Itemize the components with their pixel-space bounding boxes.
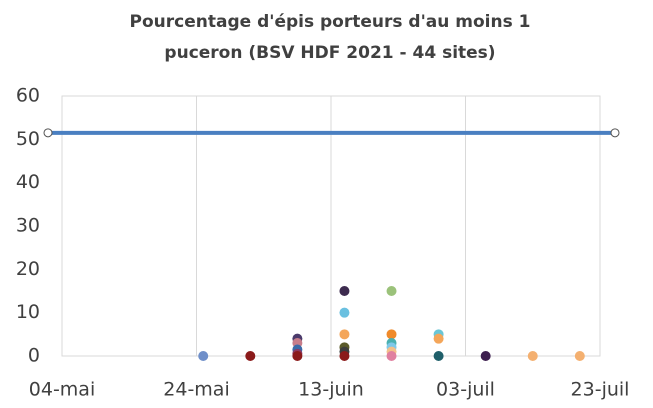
y-tick-label: 40: [16, 171, 40, 193]
y-tick-label: 50: [16, 128, 40, 150]
point: [292, 351, 303, 361]
y-tick-label: 60: [16, 85, 40, 107]
threshold-end: [610, 128, 620, 138]
x-tick-label: 23-juil: [571, 379, 630, 401]
x-tick-label: 03-juil: [436, 379, 495, 401]
point: [198, 351, 209, 361]
point: [574, 351, 585, 361]
x-tick-label: 24-mai: [163, 379, 229, 401]
point: [433, 333, 444, 344]
point: [339, 351, 350, 361]
point: [339, 307, 350, 318]
x-tick-label: 13-juin: [298, 379, 364, 401]
point: [386, 351, 397, 361]
y-tick-label: 0: [28, 345, 40, 367]
point: [339, 286, 350, 296]
point: [527, 351, 538, 361]
y-tick-label: 20: [16, 258, 40, 280]
point: [245, 351, 256, 361]
point: [386, 286, 397, 296]
point: [480, 351, 491, 361]
y-tick-label: 30: [16, 215, 40, 237]
y-tick-label: 10: [16, 301, 40, 323]
chart-title: puceron (BSV HDF 2021 - 44 sites): [164, 43, 495, 63]
point: [433, 351, 444, 361]
threshold-end: [43, 128, 53, 138]
x-tick-label: 04-mai: [29, 379, 95, 401]
point: [339, 329, 350, 340]
chart-title: Pourcentage d'épis porteurs d'au moins 1: [130, 12, 531, 32]
point: [386, 329, 397, 340]
